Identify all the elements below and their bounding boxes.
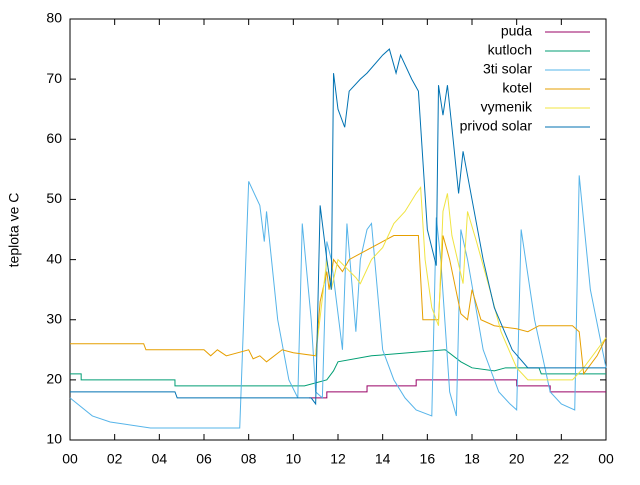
legend-label: 3ti solar: [483, 61, 532, 77]
y-axis-label: teplota ve C: [6, 193, 22, 268]
x-tick-label: 16: [420, 451, 436, 467]
series-line: [315, 186, 607, 381]
y-tick-label: 80: [46, 10, 62, 26]
legend-label: puda: [501, 23, 532, 39]
legend-label: kutloch: [488, 42, 532, 58]
x-tick-label: 14: [375, 451, 391, 467]
y-tick-label: 40: [46, 250, 62, 266]
x-tick-label: 20: [509, 451, 525, 467]
series-line: [70, 349, 606, 387]
x-tick-label: 18: [464, 451, 480, 467]
legend-label: kotel: [502, 80, 532, 96]
x-tick-label: 02: [107, 451, 123, 467]
y-tick-label: 30: [46, 310, 62, 326]
y-tick-label: 50: [46, 190, 62, 206]
x-tick-label: 10: [286, 451, 302, 467]
series-line: [70, 48, 606, 406]
x-tick-label: 12: [330, 451, 346, 467]
y-tick-label: 60: [46, 130, 62, 146]
legend-label: privod solar: [460, 118, 533, 134]
x-tick-label: 00: [62, 451, 78, 467]
x-tick-label: 00: [598, 451, 614, 467]
legend-label: vymenik: [481, 99, 533, 115]
x-tick-label: 08: [241, 451, 257, 467]
y-tick-label: 20: [46, 371, 62, 387]
x-tick-label: 04: [152, 451, 168, 467]
series-line: [308, 379, 606, 399]
series-line: [69, 175, 607, 429]
x-tick-label: 22: [554, 451, 570, 467]
y-tick-label: 70: [46, 70, 62, 86]
series-line: [70, 235, 607, 376]
x-tick-label: 06: [196, 451, 212, 467]
y-tick-label: 10: [46, 431, 62, 447]
